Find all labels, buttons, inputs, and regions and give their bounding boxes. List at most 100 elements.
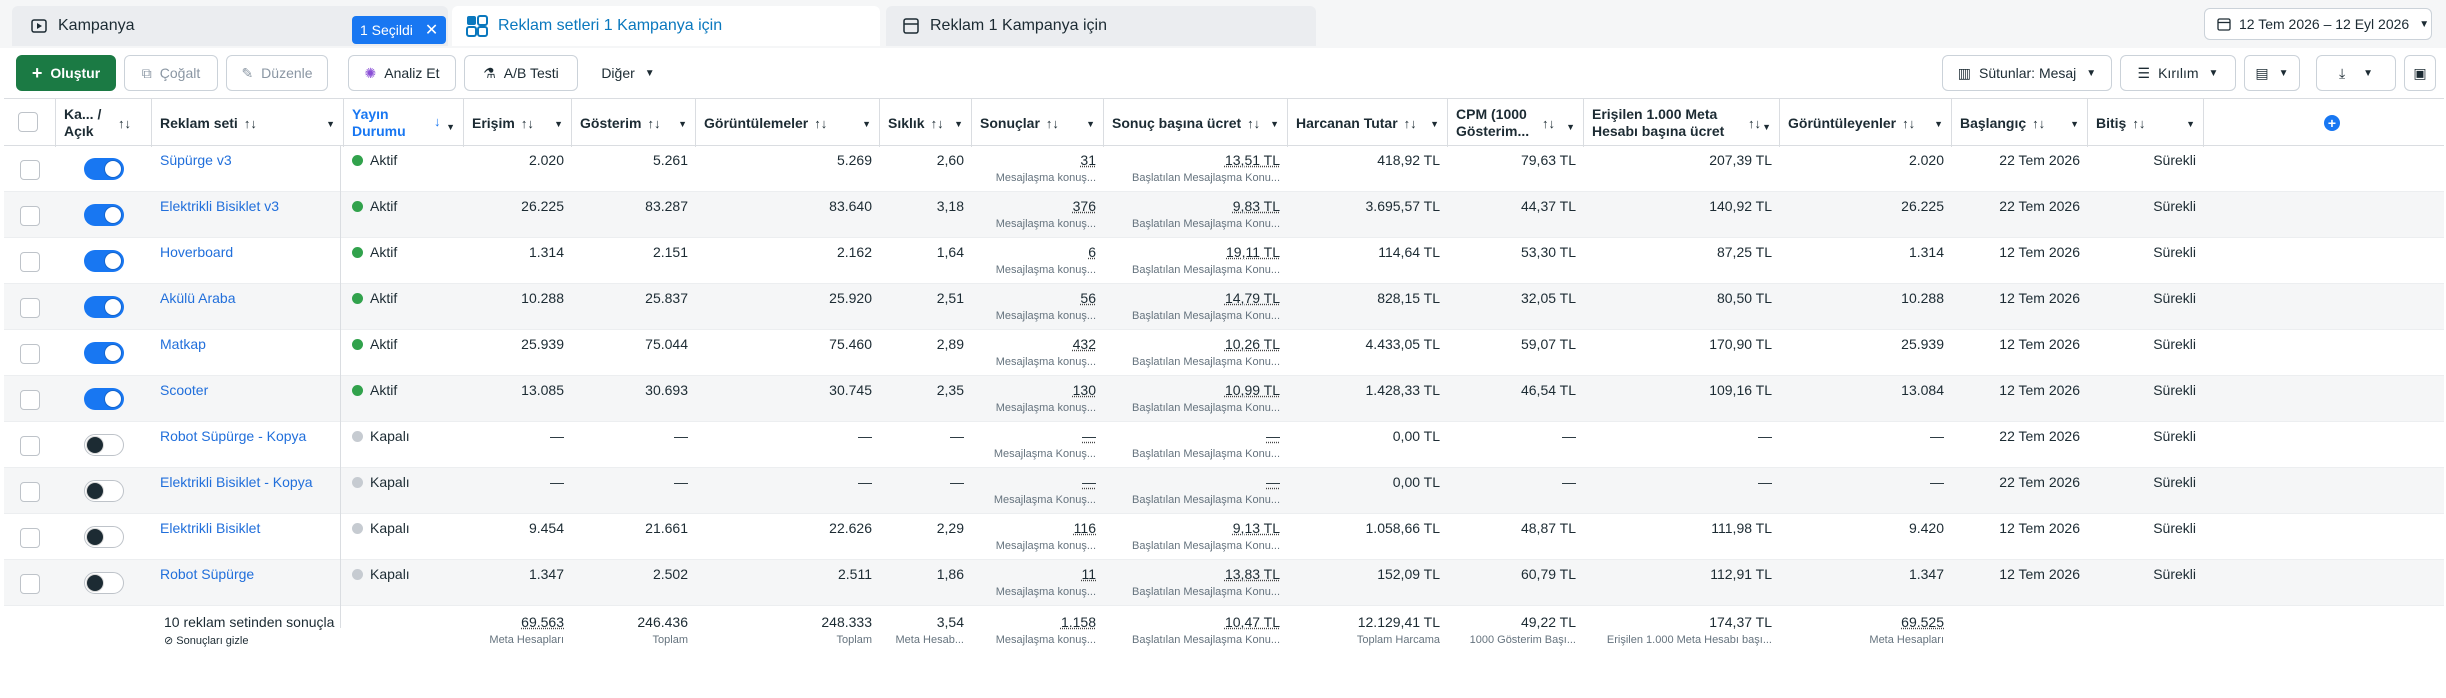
chart-toggle-button[interactable]: ▣ bbox=[2404, 55, 2436, 91]
ab-test-button[interactable]: ⚗ A/B Testi bbox=[464, 55, 578, 91]
col-start[interactable]: Başlangıç ↑↓ ▼ bbox=[1952, 99, 2088, 147]
row-toggle[interactable] bbox=[84, 296, 124, 318]
row-results-value[interactable]: 432 bbox=[1072, 336, 1096, 352]
row-cpr-value[interactable]: 13,83 TL bbox=[1224, 566, 1280, 582]
table-row[interactable]: Süpürge v3 Aktif 2.020 5.261 5.269 2,60 … bbox=[4, 146, 2444, 192]
sort-icon[interactable]: ↑↓ bbox=[2032, 115, 2046, 131]
chevron-down-icon[interactable]: ▼ bbox=[554, 119, 563, 129]
select-all-checkbox[interactable] bbox=[18, 112, 38, 132]
sort-icon[interactable]: ↑↓ bbox=[1045, 115, 1059, 131]
row-checkbox[interactable] bbox=[20, 436, 40, 456]
row-checkbox[interactable] bbox=[20, 528, 40, 548]
row-results-value[interactable]: 130 bbox=[1072, 382, 1096, 398]
sort-icon[interactable]: ↑↓ bbox=[930, 115, 944, 131]
row-checkbox[interactable] bbox=[20, 574, 40, 594]
col-frequency[interactable]: Sıklık ↑↓ ▼ bbox=[880, 99, 972, 147]
col-name[interactable]: Reklam seti ↑↓ ▼ bbox=[152, 99, 344, 147]
row-results-value[interactable]: 31 bbox=[1080, 152, 1096, 168]
chevron-down-icon[interactable]: ▼ bbox=[1430, 119, 1439, 129]
table-row[interactable]: Hoverboard Aktif 1.314 2.151 2.162 1,64 … bbox=[4, 238, 2444, 284]
row-checkbox[interactable] bbox=[20, 252, 40, 272]
col-views[interactable]: Görüntülemeler ↑↓ ▼ bbox=[696, 99, 880, 147]
row-checkbox[interactable] bbox=[20, 344, 40, 364]
sort-icon[interactable]: ↑↓ bbox=[1902, 115, 1916, 131]
row-results-value[interactable]: 6 bbox=[1088, 244, 1096, 260]
row-name-link[interactable]: Hoverboard bbox=[160, 244, 234, 260]
export-button[interactable]: ⤓ ▼ bbox=[2316, 55, 2396, 91]
row-results-value[interactable]: 116 bbox=[1073, 520, 1096, 536]
row-cpr-value[interactable]: 9,83 TL bbox=[1232, 198, 1280, 214]
columns-dropdown[interactable]: ▥ Sütunlar: Mesaj ▼ bbox=[1942, 55, 2112, 91]
row-name-link[interactable]: Süpürge v3 bbox=[160, 152, 232, 168]
row-toggle[interactable] bbox=[84, 388, 124, 410]
row-results-value[interactable]: 56 bbox=[1080, 290, 1096, 306]
hide-results-link[interactable]: ⊘ Sonuçları gizle bbox=[164, 634, 338, 647]
row-toggle[interactable] bbox=[84, 572, 124, 594]
chevron-down-icon[interactable]: ▼ bbox=[678, 119, 687, 129]
col-viewers[interactable]: Görüntüleyenler ↑↓ ▼ bbox=[1780, 99, 1952, 147]
row-checkbox[interactable] bbox=[20, 160, 40, 180]
row-cpr-value[interactable]: 19,11 TL bbox=[1226, 244, 1280, 260]
row-cpr-value[interactable]: 13,51 TL bbox=[1224, 152, 1280, 168]
col-results[interactable]: Sonuçlar ↑↓ ▼ bbox=[972, 99, 1104, 147]
sort-icon[interactable]: ↑↓ bbox=[647, 115, 661, 131]
table-row[interactable]: Robot Süpürge Kapalı 1.347 2.502 2.511 1… bbox=[4, 560, 2444, 606]
sort-icon[interactable]: ↑↓ bbox=[814, 115, 828, 131]
col-reach[interactable]: Erişim ↑↓ ▼ bbox=[464, 99, 572, 147]
col-cost-per-1000-reached[interactable]: Erişilen 1.000 Meta Hesabı başına ücret ↑… bbox=[1584, 99, 1780, 147]
row-toggle[interactable] bbox=[84, 250, 124, 272]
col-cost-per-result[interactable]: Sonuç başına ücret ↑↓ ▼ bbox=[1104, 99, 1288, 147]
date-range-picker[interactable]: 12 Tem 2026 – 12 Eyl 2026 ▼ bbox=[2204, 8, 2432, 40]
sort-icon[interactable]: ↑↓ bbox=[1748, 115, 1761, 131]
table-row[interactable]: Scooter Aktif 13.085 30.693 30.745 2,35 … bbox=[4, 376, 2444, 422]
chevron-down-icon[interactable]: ▼ bbox=[1086, 119, 1095, 129]
row-toggle[interactable] bbox=[84, 158, 124, 180]
table-row[interactable]: Akülü Araba Aktif 10.288 25.837 25.920 2… bbox=[4, 284, 2444, 330]
sort-icon[interactable]: ↑↓ bbox=[2132, 115, 2146, 131]
row-name-link[interactable]: Elektrikli Bisiklet v3 bbox=[160, 198, 280, 214]
table-row[interactable]: Elektrikli Bisiklet - Kopya Kapalı — — —… bbox=[4, 468, 2444, 514]
chevron-down-icon[interactable]: ▼ bbox=[1270, 119, 1279, 129]
chevron-down-icon[interactable]: ▼ bbox=[954, 119, 963, 129]
chevron-down-icon[interactable]: ▼ bbox=[2186, 119, 2195, 129]
sort-icon[interactable]: ↑↓ bbox=[1403, 115, 1417, 131]
row-cpr-value[interactable]: — bbox=[1266, 428, 1280, 444]
edit-button[interactable]: ✎ Düzenle bbox=[226, 55, 328, 91]
table-row[interactable]: Elektrikli Bisiklet v3 Aktif 26.225 83.2… bbox=[4, 192, 2444, 238]
row-results-value[interactable]: — bbox=[1082, 428, 1096, 444]
row-toggle[interactable] bbox=[84, 342, 124, 364]
chevron-down-icon[interactable]: ▼ bbox=[1762, 122, 1771, 132]
duplicate-button[interactable]: ⧉ Çoğalt bbox=[124, 55, 218, 91]
sort-icon[interactable]: ↑↓ bbox=[1247, 115, 1261, 131]
tab-ads[interactable]: Reklam 1 Kampanya için bbox=[886, 6, 1316, 46]
sort-desc-icon[interactable]: ↓ bbox=[434, 114, 441, 129]
table-row[interactable]: Matkap Aktif 25.939 75.044 75.460 2,89 4… bbox=[4, 330, 2444, 376]
col-status[interactable]: Yayın Durumu ↓ ▼ bbox=[344, 99, 464, 147]
tab-adsets[interactable]: Reklam setleri 1 Kampanya için bbox=[452, 6, 880, 46]
col-spend[interactable]: Harcanan Tutar ↑↓ ▼ bbox=[1288, 99, 1448, 147]
close-icon[interactable]: ✕ bbox=[424, 22, 439, 39]
chevron-down-icon[interactable]: ▼ bbox=[326, 119, 335, 129]
row-results-value[interactable]: 11 bbox=[1081, 566, 1096, 582]
row-name-link[interactable]: Elektrikli Bisiklet - Kopya bbox=[160, 474, 313, 490]
create-button[interactable]: + Oluştur bbox=[16, 55, 116, 91]
row-toggle[interactable] bbox=[84, 480, 124, 502]
chevron-down-icon[interactable]: ▼ bbox=[2070, 119, 2079, 129]
row-cpr-value[interactable]: 10,26 TL bbox=[1224, 336, 1280, 352]
table-row[interactable]: Robot Süpürge - Kopya Kapalı — — — — — Me… bbox=[4, 422, 2444, 468]
row-cpr-value[interactable]: 9,13 TL bbox=[1232, 520, 1280, 536]
row-results-value[interactable]: — bbox=[1082, 474, 1096, 490]
row-cpr-value[interactable]: — bbox=[1266, 474, 1280, 490]
analyze-button[interactable]: ✺ Analiz Et bbox=[348, 55, 456, 91]
selected-chip[interactable]: 1 Seçildi ✕ bbox=[352, 16, 447, 44]
sort-icon[interactable]: ↑↓ bbox=[118, 115, 131, 131]
row-checkbox[interactable] bbox=[20, 298, 40, 318]
tab-campaign[interactable]: Kampanya 1 Seçildi ✕ bbox=[12, 6, 448, 46]
row-checkbox[interactable] bbox=[20, 482, 40, 502]
col-cpm[interactable]: CPM (1000 Gösterim... ↑↓ ▼ bbox=[1448, 99, 1584, 147]
row-checkbox[interactable] bbox=[20, 390, 40, 410]
row-toggle[interactable] bbox=[84, 434, 124, 456]
chevron-down-icon[interactable]: ▼ bbox=[862, 119, 871, 129]
reports-dropdown[interactable]: ▤ ▼ bbox=[2244, 55, 2300, 91]
chevron-down-icon[interactable]: ▼ bbox=[2363, 67, 2374, 79]
